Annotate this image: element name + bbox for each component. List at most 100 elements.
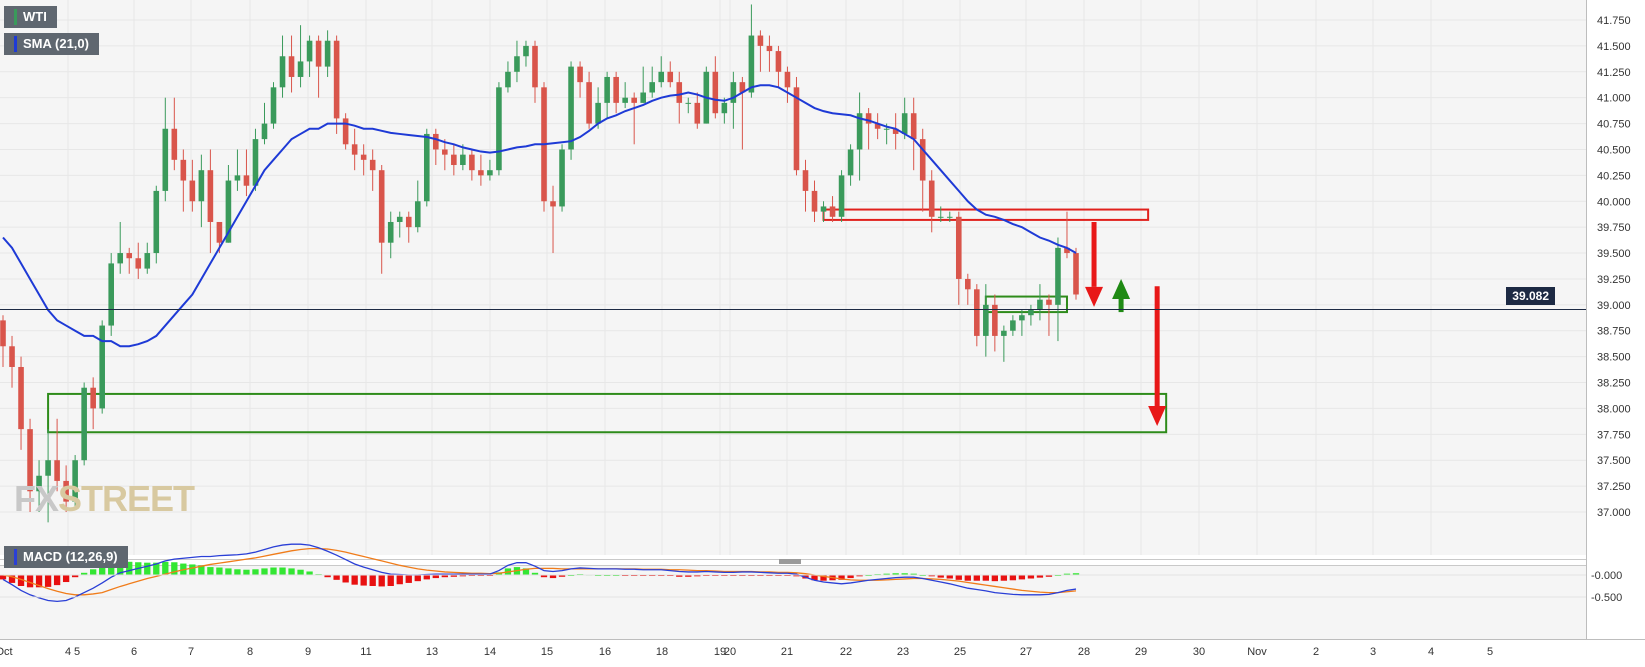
candle-body <box>965 278 971 290</box>
macd-histogram-bar <box>387 575 394 586</box>
macd-histogram-bar <box>793 575 800 577</box>
macd-histogram-bar <box>62 575 70 583</box>
x-tick-label: 23 <box>897 646 909 658</box>
candle-body <box>72 460 78 502</box>
candle-body <box>315 40 322 67</box>
candle-body <box>18 366 24 430</box>
candle-body <box>1046 299 1052 305</box>
macd-badge[interactable]: MACD (12,26,9) <box>4 546 128 568</box>
macd-histogram-bar <box>189 564 196 575</box>
candle-body <box>153 190 160 254</box>
candle-body <box>946 216 953 218</box>
y-tick-label: 40.250 <box>1597 170 1631 182</box>
candle-body <box>478 170 484 176</box>
candle-body <box>1019 315 1025 321</box>
macd-histogram-bar <box>80 572 88 575</box>
candle-body <box>396 216 403 222</box>
macd-histogram-bar <box>324 575 331 578</box>
panel-resize-handle[interactable] <box>779 559 801 564</box>
macd-histogram-bar <box>261 568 268 575</box>
y-tick-label: 40.750 <box>1597 119 1631 131</box>
macd-histogram-bar <box>90 569 97 575</box>
candle-body <box>775 51 782 72</box>
macd-histogram-bar <box>35 575 43 588</box>
candle-body <box>919 139 926 181</box>
candle-body <box>126 253 133 259</box>
candle-body <box>793 87 800 171</box>
candle-body <box>279 56 286 88</box>
macd-histogram-bar <box>17 575 25 586</box>
candle-body <box>451 154 457 166</box>
x-tick-label: 4 <box>1428 646 1434 658</box>
candle-body <box>207 170 214 222</box>
candle-body <box>324 40 331 67</box>
macd-histogram-bar <box>811 575 818 581</box>
x-tick-label: 27 <box>1020 646 1032 658</box>
candle-body <box>144 253 151 269</box>
candle-body <box>1064 247 1070 254</box>
macd-tick-label: -0.000 <box>1591 570 1622 582</box>
candle-body <box>550 201 556 207</box>
macd-histogram-bar <box>378 575 385 587</box>
candle-body <box>802 170 809 191</box>
candle-body <box>306 40 313 62</box>
x-tick-label: 13 <box>426 646 438 658</box>
candle-body <box>297 61 304 77</box>
macd-histogram-bar <box>207 567 214 575</box>
candle-body <box>937 216 944 218</box>
macd-histogram-bar <box>8 575 16 583</box>
candle-body <box>243 175 250 186</box>
macd-histogram-bar <box>432 575 439 579</box>
x-tick-label: 3 <box>1370 646 1376 658</box>
macd-histogram-bar <box>531 572 539 575</box>
candle-body <box>387 221 394 243</box>
x-tick-label: 18 <box>656 646 668 658</box>
y-tick-label: 41.000 <box>1597 93 1631 105</box>
macd-histogram-bar <box>522 568 530 575</box>
zone-support <box>47 392 1168 434</box>
x-tick-label: 11 <box>360 646 371 658</box>
candle-body <box>712 71 719 114</box>
candle-body <box>514 56 520 72</box>
x-tick-label: Oct <box>0 646 13 658</box>
candle-body <box>992 304 998 336</box>
candle-body <box>820 206 827 212</box>
candle-body <box>658 71 665 83</box>
macd-line <box>2 543 1077 603</box>
y-tick-label: 38.000 <box>1597 403 1631 415</box>
macd-histogram-bar <box>991 575 999 582</box>
macd-histogram-bar <box>71 575 79 578</box>
x-tick-label: 20 <box>724 646 736 658</box>
macd-histogram-bar <box>928 575 935 577</box>
x-tick-label: 6 <box>131 646 137 658</box>
candle-body <box>9 346 15 367</box>
sma-badge[interactable]: SMA (21,0) <box>4 33 99 55</box>
candle-body <box>469 154 475 171</box>
y-tick-label: 37.250 <box>1597 481 1631 493</box>
candle-body <box>847 149 854 176</box>
candle-body <box>342 118 349 145</box>
candle-body <box>27 429 33 492</box>
candle-body <box>622 97 628 103</box>
candle-body <box>901 113 908 134</box>
x-tick-label: 5 <box>74 646 80 658</box>
macd-histogram-bar <box>405 575 412 583</box>
candle-body <box>685 102 692 104</box>
candle-body <box>234 175 241 181</box>
x-tick-label: 25 <box>954 646 966 658</box>
candle-body <box>766 45 773 52</box>
last-price-tag: 39.082 <box>1506 287 1555 305</box>
candle-body <box>414 201 421 228</box>
instrument-badge[interactable]: WTI <box>4 6 57 28</box>
candle-body <box>523 45 529 57</box>
candle-body <box>117 253 124 264</box>
candle-body <box>595 102 601 124</box>
macd-histogram-bar <box>901 573 908 575</box>
y-tick-label: 37.750 <box>1597 429 1631 441</box>
candle-body <box>577 66 583 83</box>
candle-body <box>928 180 935 217</box>
fxstreet-watermark: FXSTREET <box>14 478 195 519</box>
macd-tick-label: -0.500 <box>1591 592 1622 604</box>
macd-histogram-bar <box>838 575 845 580</box>
